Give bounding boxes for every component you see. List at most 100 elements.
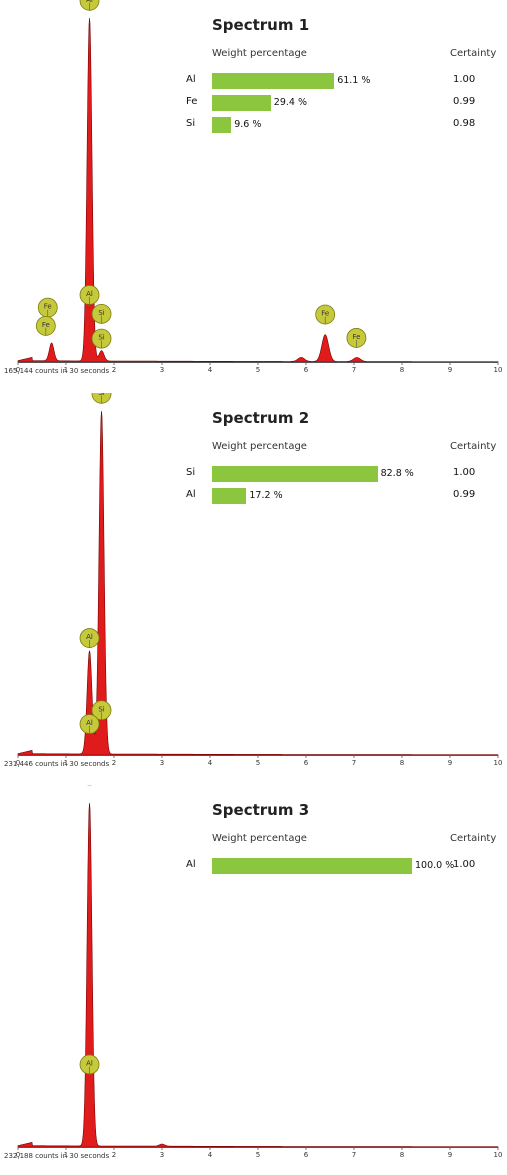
spectrum-title: Spectrum 1 (212, 16, 310, 34)
x-tick-label: 5 (256, 366, 260, 374)
x-tick-label: 2 (112, 759, 116, 767)
element-marker: Si (91, 393, 112, 404)
weight-value: 82.8 % (380, 468, 414, 479)
certainty-value: 1.00 (453, 467, 476, 478)
element-label: Al (186, 74, 196, 85)
certainty-header: Certainty (450, 441, 497, 452)
x-tick-label: 9 (448, 759, 452, 767)
element-marker: Al (79, 0, 100, 11)
x-tick-label: 7 (352, 1151, 356, 1159)
spectrum-title: Spectrum 3 (212, 801, 310, 819)
element-marker: Al (79, 1054, 100, 1075)
x-tick-label: 6 (304, 366, 309, 374)
x-tick-label: 0 (16, 366, 20, 374)
weight-bar (212, 858, 412, 874)
weight-percentage-header: Weight percentage (212, 833, 307, 844)
certainty-value: 0.99 (453, 489, 476, 500)
element-label: Al (186, 489, 196, 500)
svg-text:Fe: Fe (44, 303, 52, 311)
weight-value: 61.1 % (337, 75, 371, 86)
x-tick-label: 2 (112, 1151, 116, 1159)
certainty-header: Certainty (450, 833, 497, 844)
element-marker: Fe (37, 297, 58, 318)
x-tick-label: 5 (256, 759, 260, 767)
weight-value: 29.4 % (273, 97, 307, 108)
spectrum-area (17, 410, 499, 756)
x-tick-label: 7 (352, 366, 356, 374)
x-tick-label: 10 (494, 1151, 503, 1159)
spectrum-plot-2: 0 1 2 3 4 5 6 7 8 9 10 Si Al Si Al (16, 393, 503, 767)
element-marker: Si (91, 328, 112, 349)
element-marker: Fe (346, 328, 367, 348)
element-marker: Al (79, 628, 100, 648)
x-tick-label: 9 (448, 366, 452, 374)
spectrum-plot-1: 0 1 2 3 4 5 6 7 8 9 10 Fe Fe Al Si Si Al Fe Fe (16, 0, 503, 374)
weight-value: 100.0 % (415, 860, 455, 871)
certainty-value: 0.99 (453, 96, 476, 107)
element-marker: Fe (35, 315, 56, 336)
counts-label: 165,144 counts in 30 seconds (4, 367, 110, 375)
weight-bar (212, 488, 247, 504)
spectrum-plot-3: 0 1 2 3 4 5 6 7 8 9 10 Al Al (16, 785, 503, 1159)
weight-value: 9.6 % (234, 119, 262, 130)
svg-text:Fe: Fe (321, 310, 329, 318)
x-tick-label: 8 (400, 1151, 404, 1159)
weight-bar (212, 466, 378, 482)
x-tick-label: 8 (400, 366, 404, 374)
x-tick-label: 1 (64, 1151, 68, 1159)
spectrum-panel-2: 0 1 2 3 4 5 6 7 8 9 10 Si Al Si Al Spectrum 2 Weight p… (0, 393, 507, 783)
weight-percentage-header: Weight percentage (212, 441, 307, 452)
x-tick-label: 3 (160, 366, 164, 374)
certainty-value: 1.00 (453, 859, 476, 870)
spectrum-area (17, 802, 499, 1148)
counts-label: 232,188 counts in 30 seconds (4, 1152, 110, 1160)
weight-bar (212, 117, 232, 133)
weight-bar (212, 73, 335, 89)
x-tick-label: 5 (256, 1151, 260, 1159)
x-tick-label: 0 (16, 1151, 20, 1159)
x-tick-label: 10 (494, 759, 503, 767)
x-tick-label: 4 (208, 1151, 213, 1159)
x-tick-label: 10 (494, 366, 503, 374)
svg-text:Al: Al (86, 633, 93, 641)
certainty-header: Certainty (450, 48, 497, 59)
svg-text:Si: Si (98, 309, 104, 317)
certainty-value: 0.98 (453, 118, 476, 129)
element-marker: Fe (315, 304, 336, 325)
svg-text:Al: Al (86, 1059, 93, 1067)
x-tick-label: 3 (160, 759, 164, 767)
element-marker: Al (79, 714, 100, 734)
counts-label: 231,446 counts in 30 seconds (4, 760, 110, 768)
element-marker: Si (91, 303, 112, 324)
svg-text:Fe: Fe (42, 321, 50, 329)
element-label: Fe (186, 96, 198, 107)
element-label: Si (186, 467, 196, 478)
svg-text:Si: Si (98, 393, 104, 397)
x-tick-label: 6 (304, 759, 309, 767)
x-tick-label: 7 (352, 759, 356, 767)
element-marker: Al (79, 285, 100, 305)
spectrum-title: Spectrum 2 (212, 409, 310, 427)
element-marker: Si (91, 700, 112, 721)
x-tick-label: 6 (304, 1151, 309, 1159)
x-tick-label: 0 (16, 759, 20, 767)
x-tick-label: 1 (64, 759, 68, 767)
spectrum-area (17, 17, 499, 363)
element-label: Si (186, 118, 196, 129)
x-tick-label: 9 (448, 1151, 452, 1159)
svg-text:Al: Al (86, 0, 93, 4)
weight-percentage-header: Weight percentage (212, 48, 307, 59)
x-tick-label: 4 (208, 366, 213, 374)
element-label: Al (186, 859, 196, 870)
svg-text:Fe: Fe (352, 333, 360, 341)
weight-value: 17.2 % (249, 490, 283, 501)
x-tick-label: 8 (400, 759, 404, 767)
weight-bar (212, 95, 271, 111)
x-tick-label: 3 (160, 1151, 164, 1159)
spectrum-panel-3: 0 1 2 3 4 5 6 7 8 9 10 Al Al Spectrum 3 Weight perce… (0, 785, 507, 1175)
svg-text:Si: Si (98, 705, 104, 713)
x-tick-label: 1 (64, 366, 68, 374)
certainty-value: 1.00 (453, 74, 476, 85)
svg-text:Al: Al (86, 290, 93, 298)
svg-text:Al: Al (86, 719, 93, 727)
